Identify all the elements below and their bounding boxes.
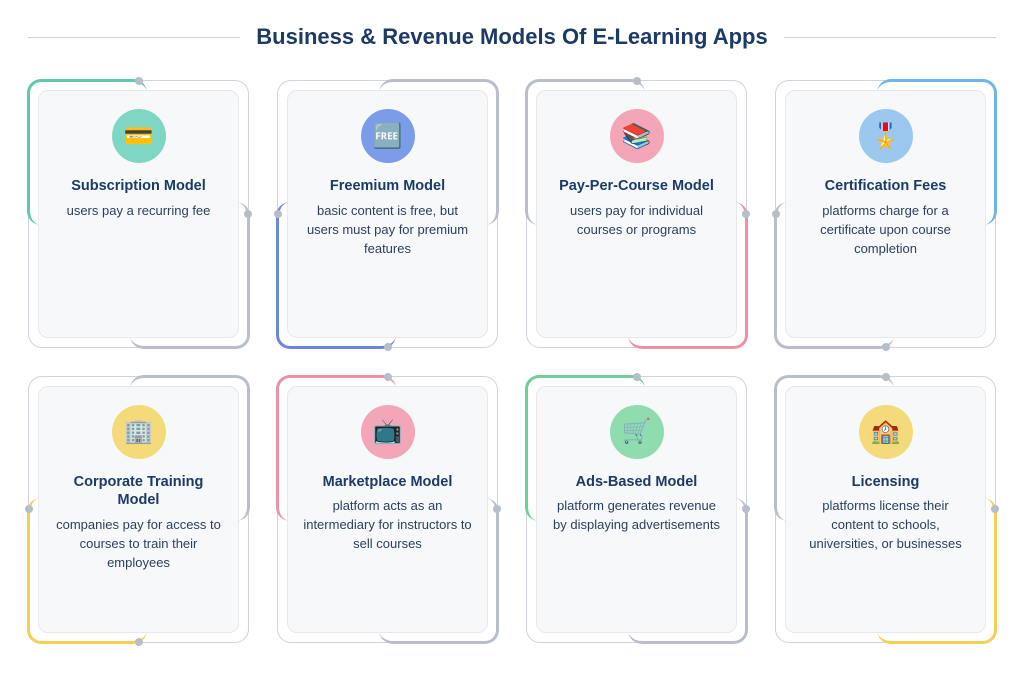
- card-dot: [742, 210, 750, 218]
- card-inner: 🛒 Ads-Based Model platform generates reven…: [536, 386, 737, 634]
- card-desc: platform generates revenue by displaying…: [551, 497, 722, 535]
- card-inner: 💳 Subscription Model users pay a recurring…: [38, 90, 239, 338]
- card-icon: 🛒: [610, 405, 664, 459]
- card-icon: 🏢: [112, 405, 166, 459]
- card-dot: [882, 343, 890, 351]
- card-3: 🎖️ Certification Fees platforms charge for…: [775, 80, 996, 348]
- card-0: 💳 Subscription Model users pay a recurring…: [28, 80, 249, 348]
- card-desc: basic content is free, but users must pa…: [302, 202, 473, 259]
- card-5: 📺 Marketplace Model platform acts as an in…: [277, 376, 498, 644]
- card-title: Freemium Model: [330, 177, 445, 196]
- card-dot: [772, 210, 780, 218]
- card-dot: [991, 505, 999, 513]
- card-dot: [384, 373, 392, 381]
- card-4: 🏢 Corporate Training Model companies pay f…: [28, 376, 249, 644]
- title-row: Business & Revenue Models Of E-Learning …: [28, 24, 996, 50]
- card-desc: users pay a recurring fee: [67, 202, 211, 221]
- card-7: 🏫 Licensing platforms license their conten…: [775, 376, 996, 644]
- card-desc: companies pay for access to courses to t…: [53, 516, 224, 573]
- card-dot: [135, 77, 143, 85]
- card-icon: 📺: [361, 405, 415, 459]
- card-inner: 📚 Pay-Per-Course Model users pay for indiv…: [536, 90, 737, 338]
- card-icon: 🎖️: [859, 109, 913, 163]
- card-dot: [493, 505, 501, 513]
- card-dot: [882, 373, 890, 381]
- card-dot: [633, 373, 641, 381]
- card-dot: [384, 343, 392, 351]
- card-dot: [135, 638, 143, 646]
- card-1: 🆓 Freemium Model basic content is free, bu…: [277, 80, 498, 348]
- title-rule-left: [28, 37, 240, 38]
- card-desc: platforms charge for a certificate upon …: [800, 202, 971, 259]
- card-dot: [25, 505, 33, 513]
- card-dot: [633, 77, 641, 85]
- card-dot: [244, 210, 252, 218]
- card-2: 📚 Pay-Per-Course Model users pay for indiv…: [526, 80, 747, 348]
- card-desc: platform acts as an intermediary for ins…: [302, 497, 473, 554]
- card-dot: [742, 505, 750, 513]
- card-title: Marketplace Model: [323, 473, 453, 492]
- card-icon: 📚: [610, 109, 664, 163]
- card-inner: 🏫 Licensing platforms license their conten…: [785, 386, 986, 634]
- card-desc: users pay for individual courses or prog…: [551, 202, 722, 240]
- card-inner: 🎖️ Certification Fees platforms charge for…: [785, 90, 986, 338]
- infographic-container: Business & Revenue Models Of E-Learning …: [0, 0, 1024, 681]
- cards-grid: 💳 Subscription Model users pay a recurring…: [28, 80, 996, 643]
- card-desc: platforms license their content to schoo…: [800, 497, 971, 554]
- card-icon: 🏫: [859, 405, 913, 459]
- card-title: Subscription Model: [71, 177, 206, 196]
- card-inner: 📺 Marketplace Model platform acts as an in…: [287, 386, 488, 634]
- card-icon: 💳: [112, 109, 166, 163]
- card-inner: 🏢 Corporate Training Model companies pay f…: [38, 386, 239, 634]
- page-title: Business & Revenue Models Of E-Learning …: [256, 24, 767, 50]
- card-title: Licensing: [852, 473, 920, 492]
- card-title: Ads-Based Model: [576, 473, 698, 492]
- card-6: 🛒 Ads-Based Model platform generates reven…: [526, 376, 747, 644]
- card-title: Corporate Training Model: [53, 473, 224, 511]
- card-title: Pay-Per-Course Model: [559, 177, 714, 196]
- card-icon: 🆓: [361, 109, 415, 163]
- title-rule-right: [784, 37, 996, 38]
- card-title: Certification Fees: [825, 177, 947, 196]
- card-inner: 🆓 Freemium Model basic content is free, bu…: [287, 90, 488, 338]
- card-dot: [274, 210, 282, 218]
